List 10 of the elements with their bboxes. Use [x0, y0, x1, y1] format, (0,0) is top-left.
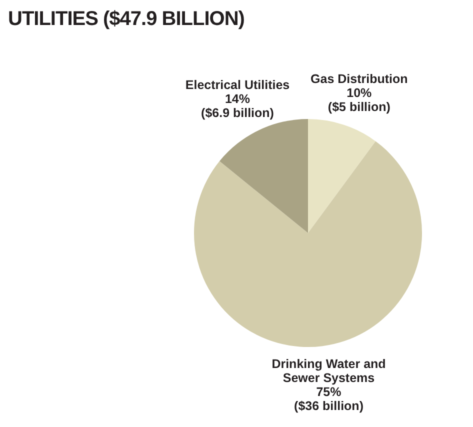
slice-label: Electrical Utilities — [185, 78, 290, 92]
data-label: 14% ($6.9 billion) — [201, 92, 274, 120]
slice-label: Gas Distribution — [310, 72, 408, 86]
pie-slice — [220, 119, 308, 233]
pie-slice — [194, 141, 422, 347]
data-label: 10% ($5 billion) — [328, 86, 390, 114]
chart-title: UTILITIES ($47.9 BILLION) — [8, 8, 246, 32]
data-label: 75% ($36 billion) — [294, 385, 364, 413]
pie-slice — [308, 119, 376, 233]
slice-label: Drinking Water and Sewer Systems — [272, 357, 386, 385]
